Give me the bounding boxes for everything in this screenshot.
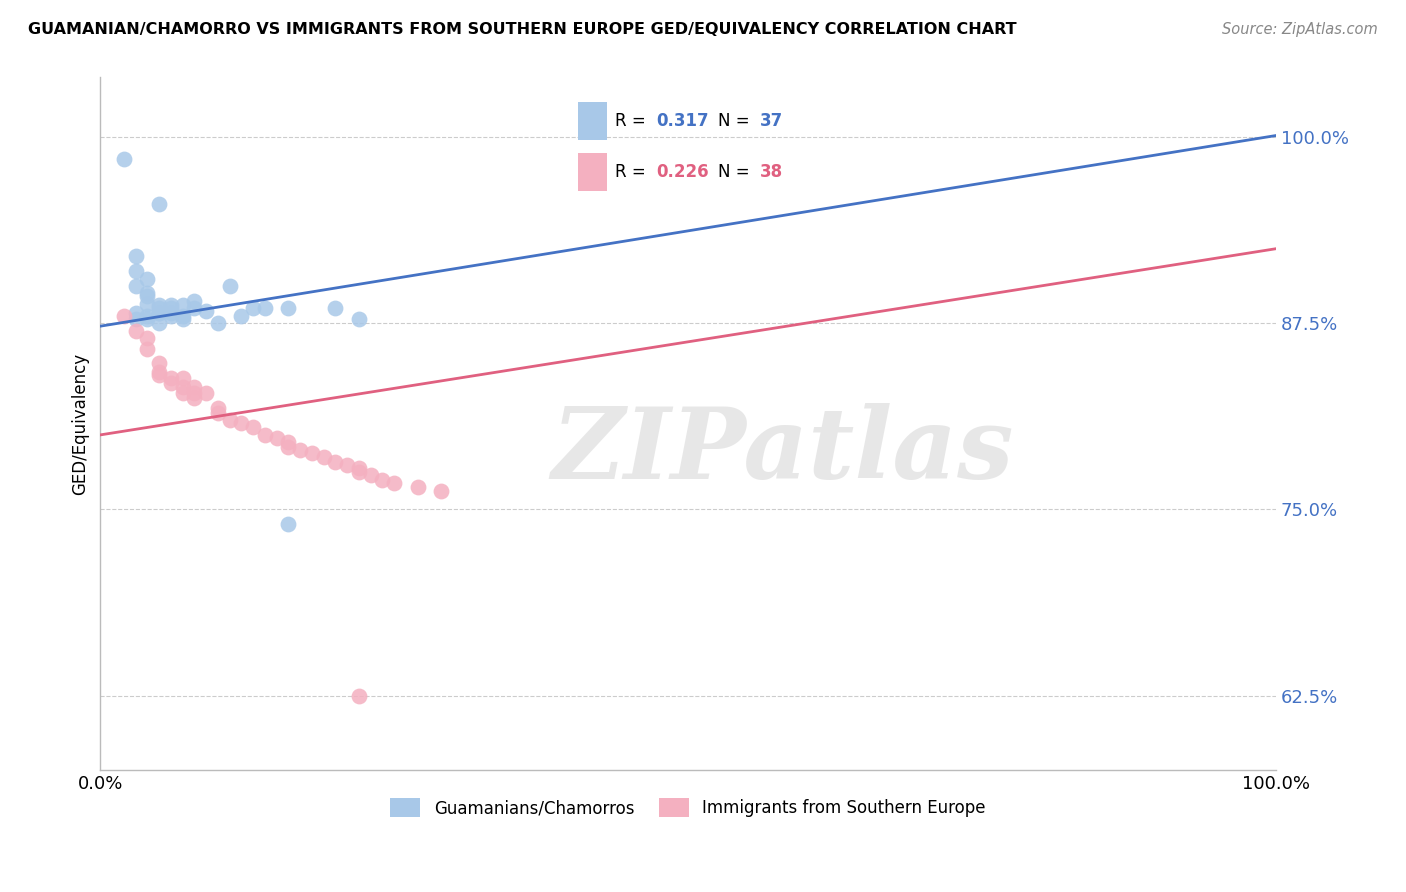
Point	[406, 480, 429, 494]
Point	[172, 386, 194, 401]
Point	[136, 297, 159, 311]
Point	[160, 309, 183, 323]
Point	[148, 197, 170, 211]
Point	[124, 324, 146, 338]
Point	[124, 264, 146, 278]
Point	[136, 342, 159, 356]
Point	[183, 386, 205, 401]
Point	[382, 475, 405, 490]
Point	[124, 306, 146, 320]
Point	[325, 301, 347, 316]
Point	[160, 371, 183, 385]
Y-axis label: GED/Equivalency: GED/Equivalency	[72, 352, 89, 495]
Point	[347, 460, 370, 475]
Point	[430, 484, 453, 499]
Point	[207, 316, 229, 330]
Point	[124, 249, 146, 263]
Point	[148, 306, 170, 320]
Point	[148, 298, 170, 312]
Point	[195, 304, 218, 318]
Point	[148, 356, 170, 370]
Text: ZIPatlas: ZIPatlas	[551, 403, 1014, 500]
Text: GUAMANIAN/CHAMORRO VS IMMIGRANTS FROM SOUTHERN EUROPE GED/EQUIVALENCY CORRELATIO: GUAMANIAN/CHAMORRO VS IMMIGRANTS FROM SO…	[28, 22, 1017, 37]
Point	[172, 380, 194, 394]
Point	[312, 450, 335, 465]
Point	[136, 286, 159, 301]
Point	[172, 298, 194, 312]
Point	[148, 316, 170, 330]
Point	[231, 309, 253, 323]
Point	[172, 311, 194, 326]
Point	[290, 442, 312, 457]
Point	[371, 473, 394, 487]
Point	[148, 368, 170, 383]
Point	[124, 311, 146, 326]
Point	[347, 311, 370, 326]
Point	[124, 279, 146, 293]
Point	[207, 405, 229, 419]
Point	[136, 311, 159, 326]
Point	[218, 413, 240, 427]
Point	[160, 376, 183, 390]
Point	[347, 689, 370, 703]
Point	[207, 401, 229, 415]
Point	[195, 386, 218, 401]
Point	[172, 371, 194, 385]
Point	[277, 440, 299, 454]
Point	[242, 301, 264, 316]
Point	[183, 301, 205, 316]
Point	[136, 331, 159, 345]
Point	[231, 416, 253, 430]
Point	[277, 301, 299, 316]
Point	[112, 309, 135, 323]
Point	[253, 428, 276, 442]
Point	[347, 465, 370, 479]
Point	[360, 468, 382, 483]
Point	[136, 289, 159, 303]
Point	[218, 279, 240, 293]
Point	[266, 431, 288, 445]
Point	[136, 309, 159, 323]
Point	[112, 153, 135, 167]
Point	[242, 420, 264, 434]
Point	[160, 306, 183, 320]
Point	[183, 380, 205, 394]
Point	[336, 458, 359, 472]
Point	[148, 301, 170, 316]
Point	[183, 391, 205, 405]
Point	[183, 293, 205, 308]
Point	[160, 301, 183, 316]
Point	[172, 309, 194, 323]
Point	[277, 435, 299, 450]
Point	[277, 517, 299, 532]
Point	[136, 271, 159, 285]
Point	[148, 306, 170, 320]
Point	[148, 365, 170, 379]
Point	[160, 298, 183, 312]
Point	[325, 455, 347, 469]
Legend: Guamanians/Chamorros, Immigrants from Southern Europe: Guamanians/Chamorros, Immigrants from So…	[384, 791, 993, 824]
Point	[253, 301, 276, 316]
Point	[301, 446, 323, 460]
Text: Source: ZipAtlas.com: Source: ZipAtlas.com	[1222, 22, 1378, 37]
